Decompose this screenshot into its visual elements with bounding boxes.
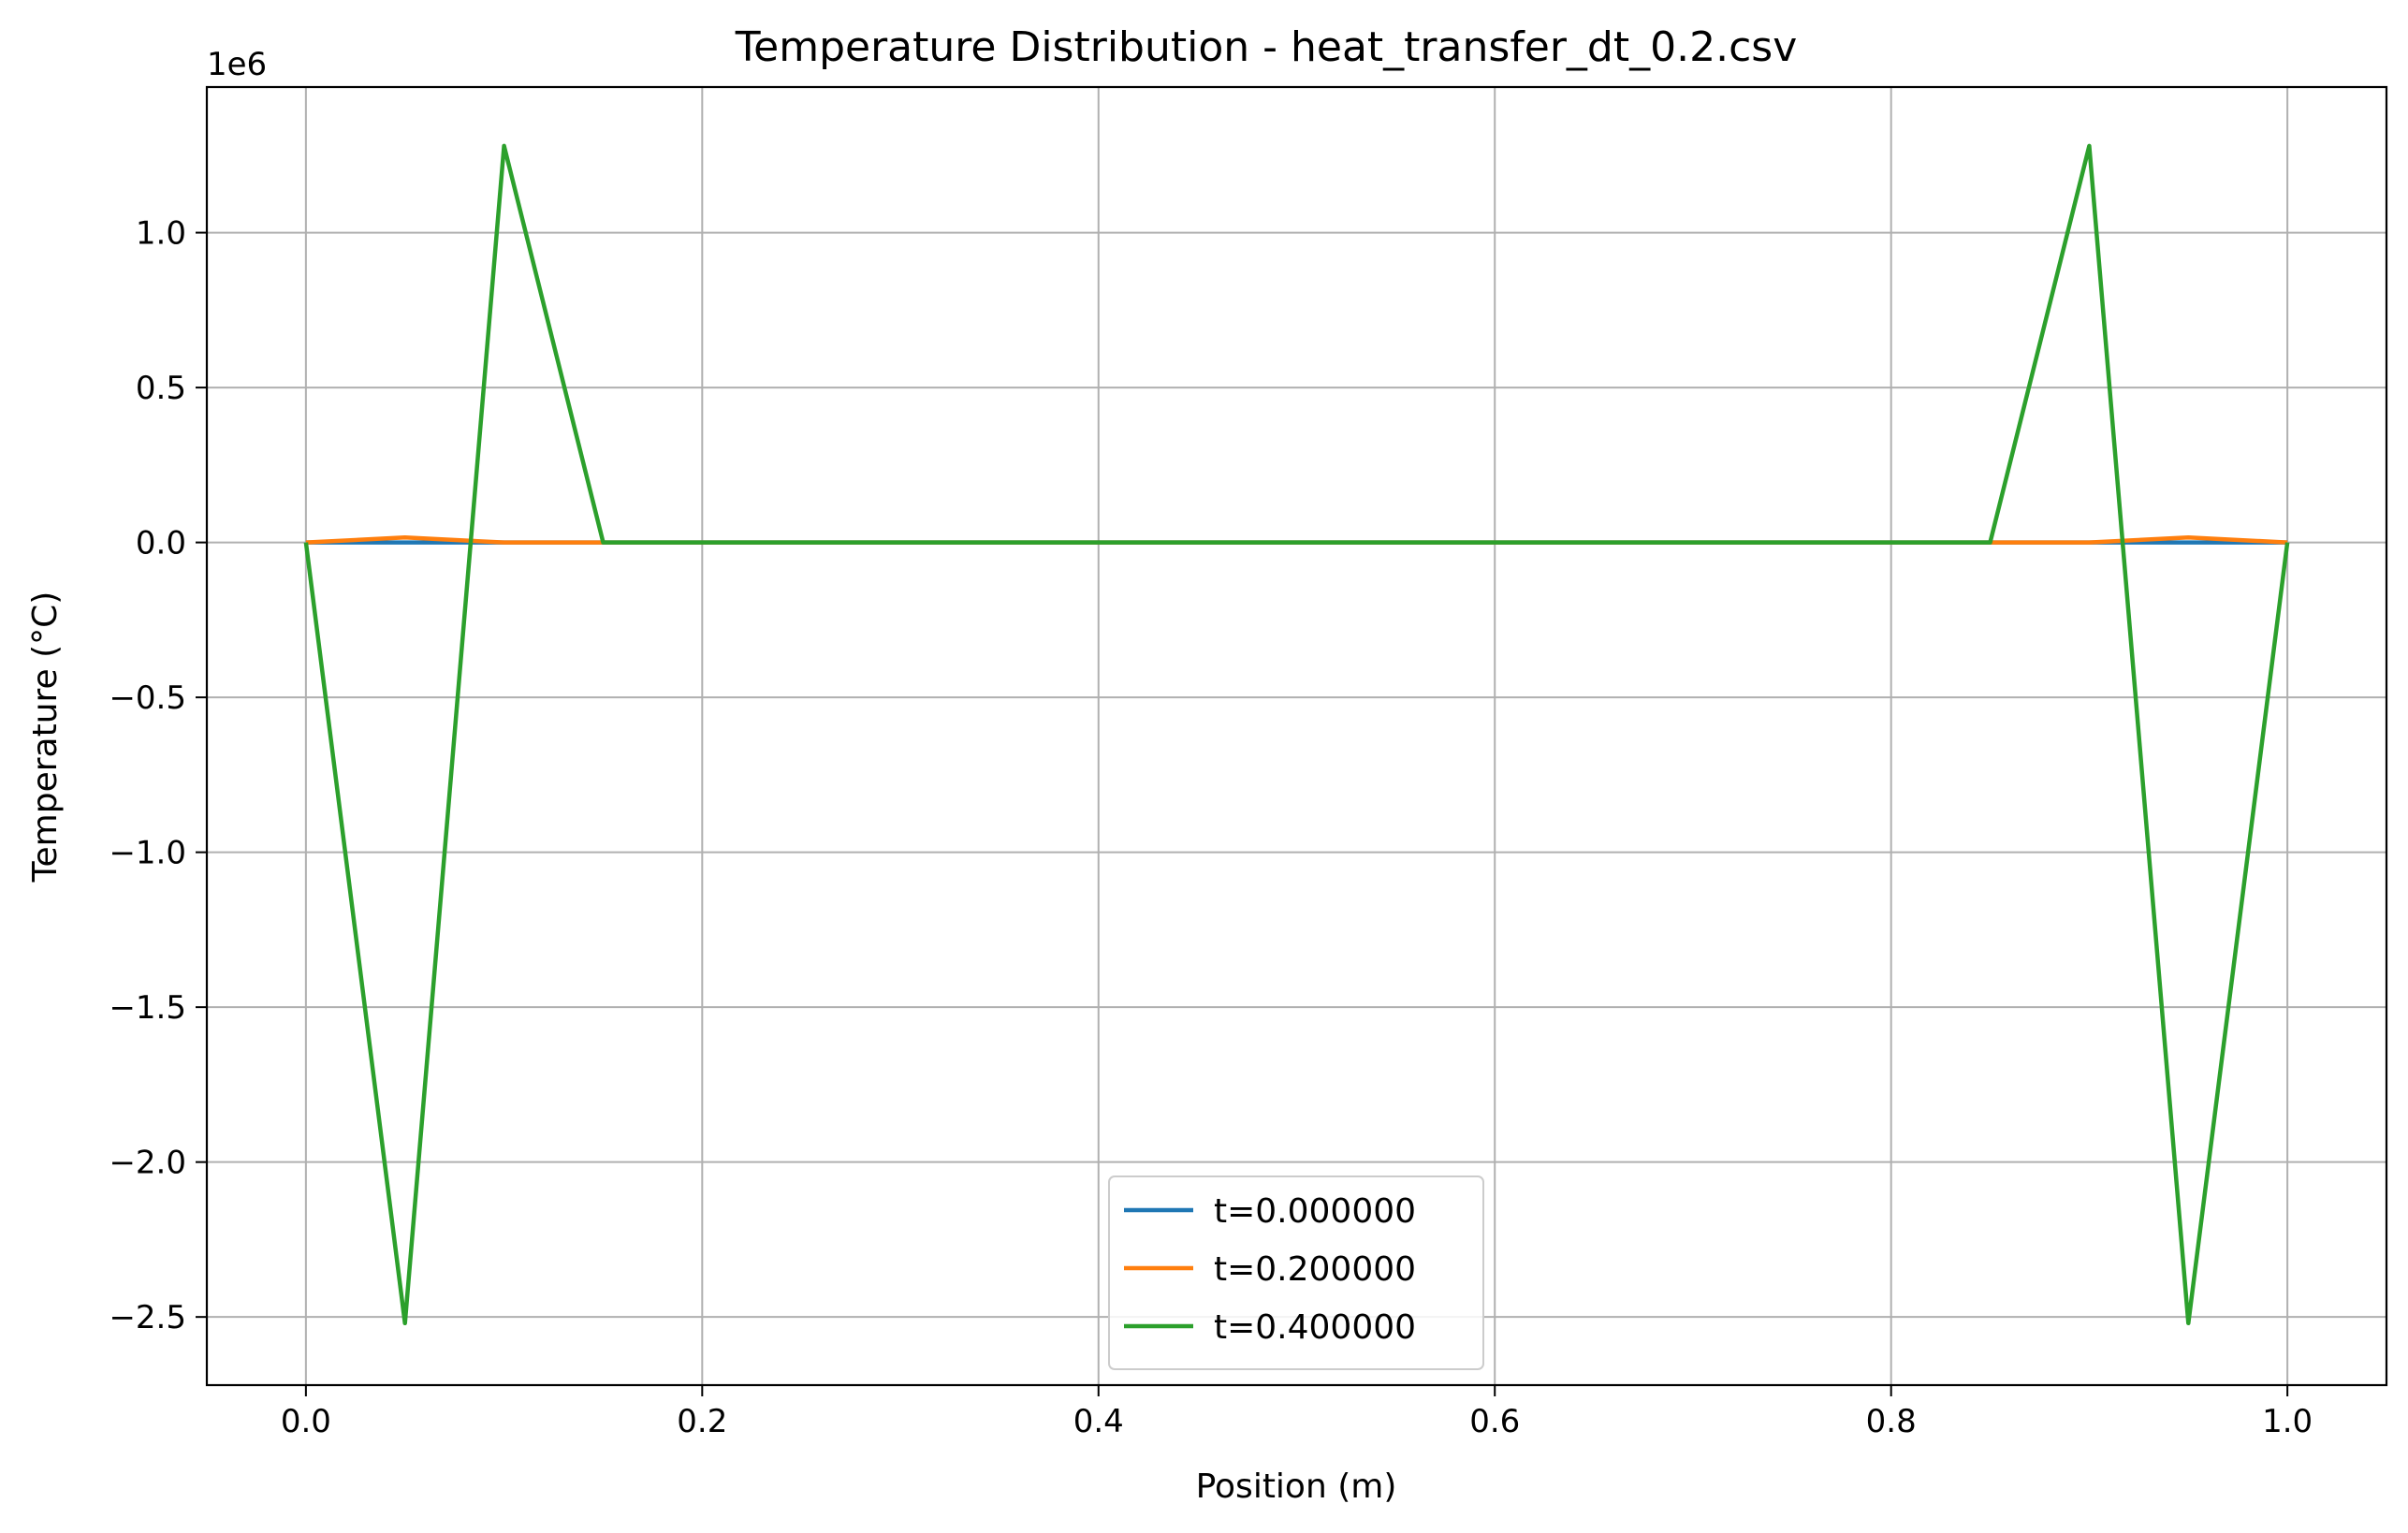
y-tick-label: −0.5	[109, 679, 186, 717]
y-tick-label: −1.0	[109, 835, 186, 872]
ticks: 0.0 0.2 0.4 0.6 0.8 1.0 1.0 0.5 0.0 −0.5 −1.0 −1.5 −…	[109, 215, 2313, 1440]
y-tick-label: −2.5	[109, 1299, 186, 1336]
y-tick-label: 1.0	[136, 215, 186, 253]
x-axis-label: Position (m)	[1196, 1467, 1397, 1506]
y-offset-label: 1e6	[207, 46, 267, 83]
series-line-2	[303, 143, 2290, 1326]
x-tick-label: 0.4	[1073, 1403, 1124, 1440]
x-tick-label: 0.2	[677, 1403, 727, 1440]
plot-frame	[205, 85, 2388, 1387]
x-tick-label: 0.0	[281, 1403, 331, 1440]
x-tick-label: 0.6	[1469, 1403, 1520, 1440]
legend-label: t=0.000000	[1214, 1192, 1416, 1231]
y-tick-label: 0.5	[136, 370, 186, 407]
x-tick-label: 0.8	[1866, 1403, 1917, 1440]
y-tick-label: −2.0	[109, 1145, 186, 1182]
chart-title: Temperature Distribution - heat_transfer…	[735, 23, 1797, 71]
legend-label: t=0.400000	[1214, 1308, 1416, 1347]
legend-label: t=0.200000	[1214, 1250, 1416, 1289]
y-axis-label: Temperature (°C)	[26, 591, 65, 883]
legend: t=0.000000 t=0.200000 t=0.400000	[1108, 1175, 1484, 1370]
legend-box	[1108, 1175, 1484, 1370]
y-tick-label: 0.0	[136, 525, 186, 562]
x-tick-label: 1.0	[2262, 1403, 2313, 1440]
y-tick-label: −1.5	[109, 989, 186, 1027]
series-group	[303, 143, 2290, 1326]
